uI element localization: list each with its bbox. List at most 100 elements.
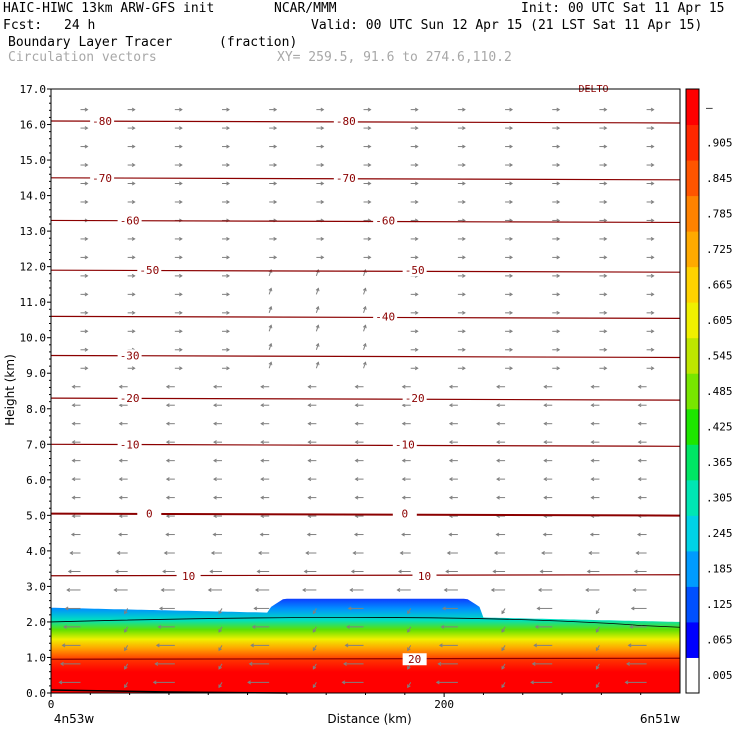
circulation-vector-head [260, 477, 265, 482]
circulation-vector-head [312, 628, 317, 633]
y-tick-label: 8.0 [26, 403, 46, 416]
isotherm-label: -80 [336, 115, 356, 128]
circulation-vector-head [315, 305, 320, 310]
circulation-vector-head [165, 421, 170, 426]
circulation-vector-head [118, 403, 123, 408]
isotherm-label: -40 [375, 310, 395, 323]
circulation-vector-head [534, 624, 539, 629]
circulation-vector-head [179, 310, 183, 315]
isotherm-label: 20 [408, 653, 421, 666]
circulation-vector-head [179, 236, 183, 241]
circulation-vector [501, 663, 506, 670]
circulation-vector-head [603, 255, 608, 260]
circulation-vector-head [496, 421, 500, 426]
circulation-vector [124, 645, 129, 651]
circulation-vector-head [218, 610, 222, 615]
circulation-vector [501, 645, 506, 651]
circulation-vector [315, 325, 319, 332]
circulation-vector-head [159, 606, 163, 611]
circulation-vector-head [354, 384, 359, 389]
circulation-vector-head [448, 384, 453, 389]
circulation-vector-head [367, 255, 372, 260]
colorbar-label: .845 [706, 172, 733, 185]
circulation-vector [268, 306, 272, 313]
circulation-vector-head [259, 532, 264, 537]
circulation-vector-head [556, 107, 561, 112]
circulation-vector-head [118, 495, 123, 500]
isotherm-label-bg [373, 214, 398, 227]
circulation-vector-head [509, 126, 514, 131]
circulation-vector-head [84, 347, 89, 352]
y-axis-label: Height (km) [3, 354, 17, 425]
circulation-vector-head [509, 181, 514, 186]
circulation-vector-head [633, 569, 638, 574]
circulation-vector-head [543, 384, 548, 389]
circulation-vector-head [118, 384, 123, 389]
colorbar-label: .425 [706, 421, 733, 434]
colorbar-label: .365 [706, 456, 733, 469]
circulation-vector-head [556, 236, 561, 241]
colorbar-swatch [686, 231, 699, 268]
circulation-vector [501, 626, 506, 633]
circulation-vector-head [226, 200, 230, 204]
colorbar-label: .905 [706, 136, 733, 149]
circulation-vector-head [414, 292, 419, 297]
circulation-vector-head [307, 458, 312, 463]
circulation-vector-head [71, 403, 76, 408]
circulation-vector-head [533, 643, 538, 648]
colorbar-swatch [686, 266, 699, 303]
circulation-vector-head [63, 624, 67, 629]
circulation-vector-head [218, 647, 222, 652]
isotherm-label: -70 [336, 172, 356, 185]
circulation-vector-head [396, 587, 401, 592]
circulation-vector-head [354, 421, 359, 426]
isotherm-label-bg [333, 171, 358, 184]
circulation-vector-head [226, 163, 230, 168]
isotherm-label: 10 [182, 570, 195, 583]
circulation-vector-head [71, 384, 76, 389]
tracer-fill [51, 598, 680, 693]
circulation-vector-head [637, 421, 642, 426]
isotherm-label: -60 [120, 214, 140, 227]
circulation-vector-head [131, 107, 136, 112]
circulation-vector [268, 362, 272, 369]
circulation-vector-head [273, 200, 278, 204]
circulation-vector-head [179, 329, 183, 334]
isotherm-label: -20 [405, 392, 425, 405]
circulation-vector-head [165, 403, 170, 408]
circulation-vector-head [320, 107, 325, 112]
circulation-vector-head [306, 532, 311, 537]
circulation-vector-head [218, 665, 222, 670]
circulation-vector-head [349, 587, 354, 592]
circulation-vector-head [162, 569, 166, 574]
circulation-vector-head [302, 587, 306, 592]
circulation-vector-head [462, 236, 466, 241]
circulation-vector-head [131, 366, 136, 371]
circulation-vector-head [247, 680, 251, 685]
circulation-vector-head [556, 181, 561, 186]
circulation-vector-head [530, 680, 534, 685]
circulation-vector-head [440, 624, 445, 629]
circulation-vector-head [165, 514, 170, 519]
circulation-vector-head [179, 126, 183, 131]
circulation-vector [315, 306, 319, 313]
circulation-vector-head [163, 551, 168, 555]
circulation-vector-head [448, 440, 453, 445]
circulation-vector-head [501, 628, 505, 633]
circulation-vector-head [367, 236, 372, 241]
circulation-vector-head [179, 366, 183, 371]
circulation-vector-head [118, 421, 123, 426]
y-tick-label: 14.0 [20, 190, 47, 203]
circulation-vector-head [320, 200, 325, 204]
isotherm-label-bg [412, 569, 437, 582]
y-tick-label: 11.0 [20, 296, 47, 309]
circulation-vector-head [84, 292, 89, 297]
x-start-location: 4n53w [54, 712, 95, 726]
circulation-vector-head [179, 347, 183, 352]
isotherm-label: 10 [418, 570, 431, 583]
model-title: HAIC-HIWC 13km ARW-GFS init [3, 1, 215, 16]
circulation-vector [407, 608, 412, 614]
colorbar-swatch [686, 621, 699, 658]
circulation-vector [218, 608, 223, 614]
circulation-vector-head [209, 569, 214, 574]
